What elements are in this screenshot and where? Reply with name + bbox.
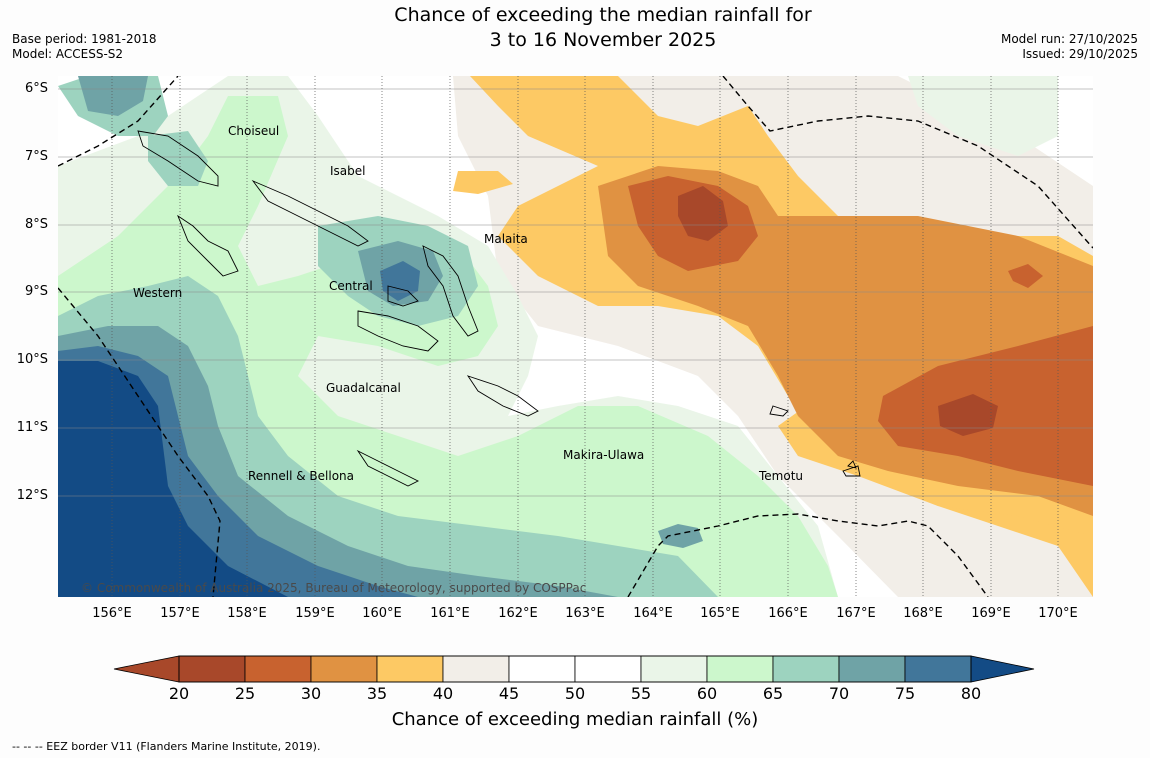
cb-tick-25: 25 (234, 684, 256, 703)
colorbar-cell-65-70 (772, 655, 840, 683)
colorbar-cell-60-65 (706, 655, 774, 683)
contour-55-60-ne (908, 76, 1058, 156)
copyright-text: © Commonwealth of Australia 2025, Bureau… (81, 581, 586, 595)
label-western: Western (133, 286, 182, 300)
lon-label-158e: 158°E (227, 606, 267, 621)
colorbar (113, 655, 1035, 683)
lon-label-169e: 169°E (971, 606, 1011, 621)
lon-label-165e: 165°E (700, 606, 740, 621)
lon-label-160e: 160°E (362, 606, 402, 621)
label-makira-ulawa: Makira-Ulawa (563, 448, 644, 462)
title-line-1: Chance of exceeding the median rainfall … (394, 4, 812, 26)
colorbar-cell-40-45 (442, 655, 510, 683)
contour-25-30-ne (1008, 264, 1043, 288)
colorbar-cell-50-55 (574, 655, 642, 683)
lat-label-8s: 8°S (24, 217, 48, 232)
colorbar-cell-20-25 (178, 655, 246, 683)
cb-tick-65: 65 (762, 684, 784, 703)
colorbar-over-arrow (970, 655, 1035, 683)
cb-tick-45: 45 (498, 684, 520, 703)
gridlines (58, 88, 1093, 497)
lat-label-10s: 10°S (16, 352, 48, 367)
contour-75-80-central (380, 261, 420, 301)
lon-label-168e: 168°E (903, 606, 943, 621)
lon-label-159e: 159°E (295, 606, 335, 621)
label-rennell-bellona: Rennell & Bellona (248, 469, 354, 483)
eez-border (58, 76, 1093, 597)
cb-tick-80: 80 (960, 684, 982, 703)
colorbar-under-arrow (113, 655, 180, 683)
label-isabel: Isabel (330, 164, 365, 178)
lon-label-164e: 164°E (633, 606, 673, 621)
island-outlines (137, 130, 861, 487)
issued-date: Issued: 29/10/2025 (1022, 47, 1138, 61)
cb-tick-70: 70 (828, 684, 850, 703)
label-choiseul: Choiseul (228, 124, 279, 138)
cb-tick-50: 50 (564, 684, 586, 703)
lon-label-166e: 166°E (768, 606, 808, 621)
cb-tick-40: 40 (432, 684, 454, 703)
colorbar-cell-35-40 (376, 655, 444, 683)
lon-label-157e: 157°E (160, 606, 200, 621)
lat-label-11s: 11°S (16, 420, 48, 435)
colorbar-cells (178, 655, 972, 683)
cb-tick-75: 75 (894, 684, 916, 703)
rainfall-map: Choiseul Isabel Malaita Western Central … (58, 76, 1093, 597)
lat-label-7s: 7°S (24, 149, 48, 164)
colorbar-cell-70-75 (838, 655, 906, 683)
contour-20-25-north (678, 186, 728, 241)
cb-tick-30: 30 (300, 684, 322, 703)
lon-label-156e: 156°E (92, 606, 132, 621)
lon-label-161e: 161°E (430, 606, 470, 621)
model-info: Base period: 1981-2018 Model: ACCESS-S2 (12, 32, 157, 62)
lat-label-6s: 6°S (24, 81, 48, 96)
cb-tick-35: 35 (366, 684, 388, 703)
label-malaita: Malaita (484, 232, 528, 246)
contour-65-70-choiseul (148, 131, 208, 186)
colorbar-cell-55-60 (640, 655, 708, 683)
colorbar-title: Chance of exceeding median rainfall (%) (391, 709, 759, 730)
contour-20-25-east (938, 394, 998, 436)
contour-70-75-island (658, 524, 703, 548)
colorbar-cell-45-50 (508, 655, 576, 683)
colorbar-cell-25-30 (244, 655, 312, 683)
label-temotu: Temotu (758, 469, 803, 483)
run-info: Model run: 27/10/2025 Issued: 29/10/2025 (1001, 32, 1138, 62)
cb-tick-60: 60 (696, 684, 718, 703)
lon-label-170e: 170°E (1038, 606, 1078, 621)
lon-label-163e: 163°E (565, 606, 605, 621)
label-central: Central (329, 279, 373, 293)
model-name: Model: ACCESS-S2 (12, 47, 124, 61)
base-period: Base period: 1981-2018 (12, 32, 157, 46)
cb-tick-20: 20 (168, 684, 190, 703)
eez-note: -- -- -- EEZ border V11 (Flanders Marine… (12, 740, 321, 753)
colorbar-cell-75-80 (904, 655, 972, 683)
lon-label-167e: 167°E (836, 606, 876, 621)
cb-tick-55: 55 (630, 684, 652, 703)
lat-label-12s: 12°S (16, 488, 48, 503)
lon-label-162e: 162°E (498, 606, 538, 621)
contour-above-80 (58, 361, 288, 597)
model-run: Model run: 27/10/2025 (1000, 32, 1138, 46)
colorbar-cell-30-35 (310, 655, 378, 683)
contour-35-40-isabel (453, 171, 513, 194)
label-guadalcanal: Guadalcanal (326, 381, 401, 395)
chart-title: Chance of exceeding the median rainfall … (0, 3, 1150, 53)
colorbar-frame (178, 655, 972, 683)
contour-70-75-nw (78, 76, 148, 116)
lat-label-9s: 9°S (24, 284, 48, 299)
title-line-2: 3 to 16 November 2025 (489, 29, 717, 51)
